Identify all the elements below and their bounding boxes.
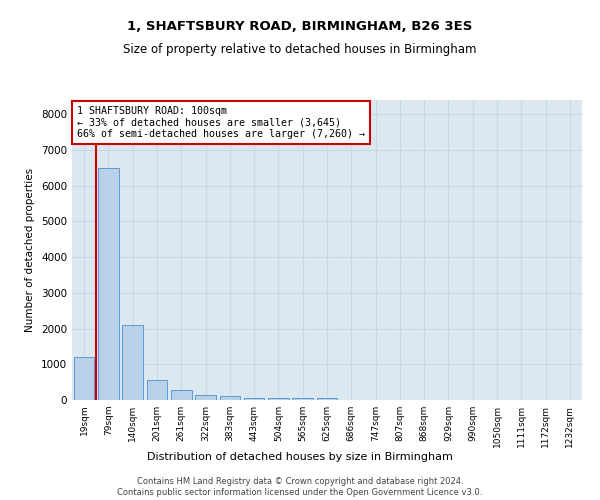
Text: Contains HM Land Registry data © Crown copyright and database right 2024.: Contains HM Land Registry data © Crown c… — [137, 476, 463, 486]
Text: Contains public sector information licensed under the Open Government Licence v3: Contains public sector information licen… — [118, 488, 482, 497]
Bar — [268, 398, 289, 400]
Text: Size of property relative to detached houses in Birmingham: Size of property relative to detached ho… — [123, 42, 477, 56]
Text: 1, SHAFTSBURY ROAD, BIRMINGHAM, B26 3ES: 1, SHAFTSBURY ROAD, BIRMINGHAM, B26 3ES — [127, 20, 473, 33]
Bar — [292, 398, 313, 400]
Text: 1 SHAFTSBURY ROAD: 100sqm
← 33% of detached houses are smaller (3,645)
66% of se: 1 SHAFTSBURY ROAD: 100sqm ← 33% of detac… — [77, 106, 365, 139]
Bar — [317, 398, 337, 400]
Text: Distribution of detached houses by size in Birmingham: Distribution of detached houses by size … — [147, 452, 453, 462]
Bar — [146, 380, 167, 400]
Bar — [98, 168, 119, 400]
Y-axis label: Number of detached properties: Number of detached properties — [25, 168, 35, 332]
Bar — [74, 357, 94, 400]
Bar — [171, 390, 191, 400]
Bar — [122, 325, 143, 400]
Bar — [195, 394, 216, 400]
Bar — [220, 396, 240, 400]
Bar — [244, 398, 265, 400]
